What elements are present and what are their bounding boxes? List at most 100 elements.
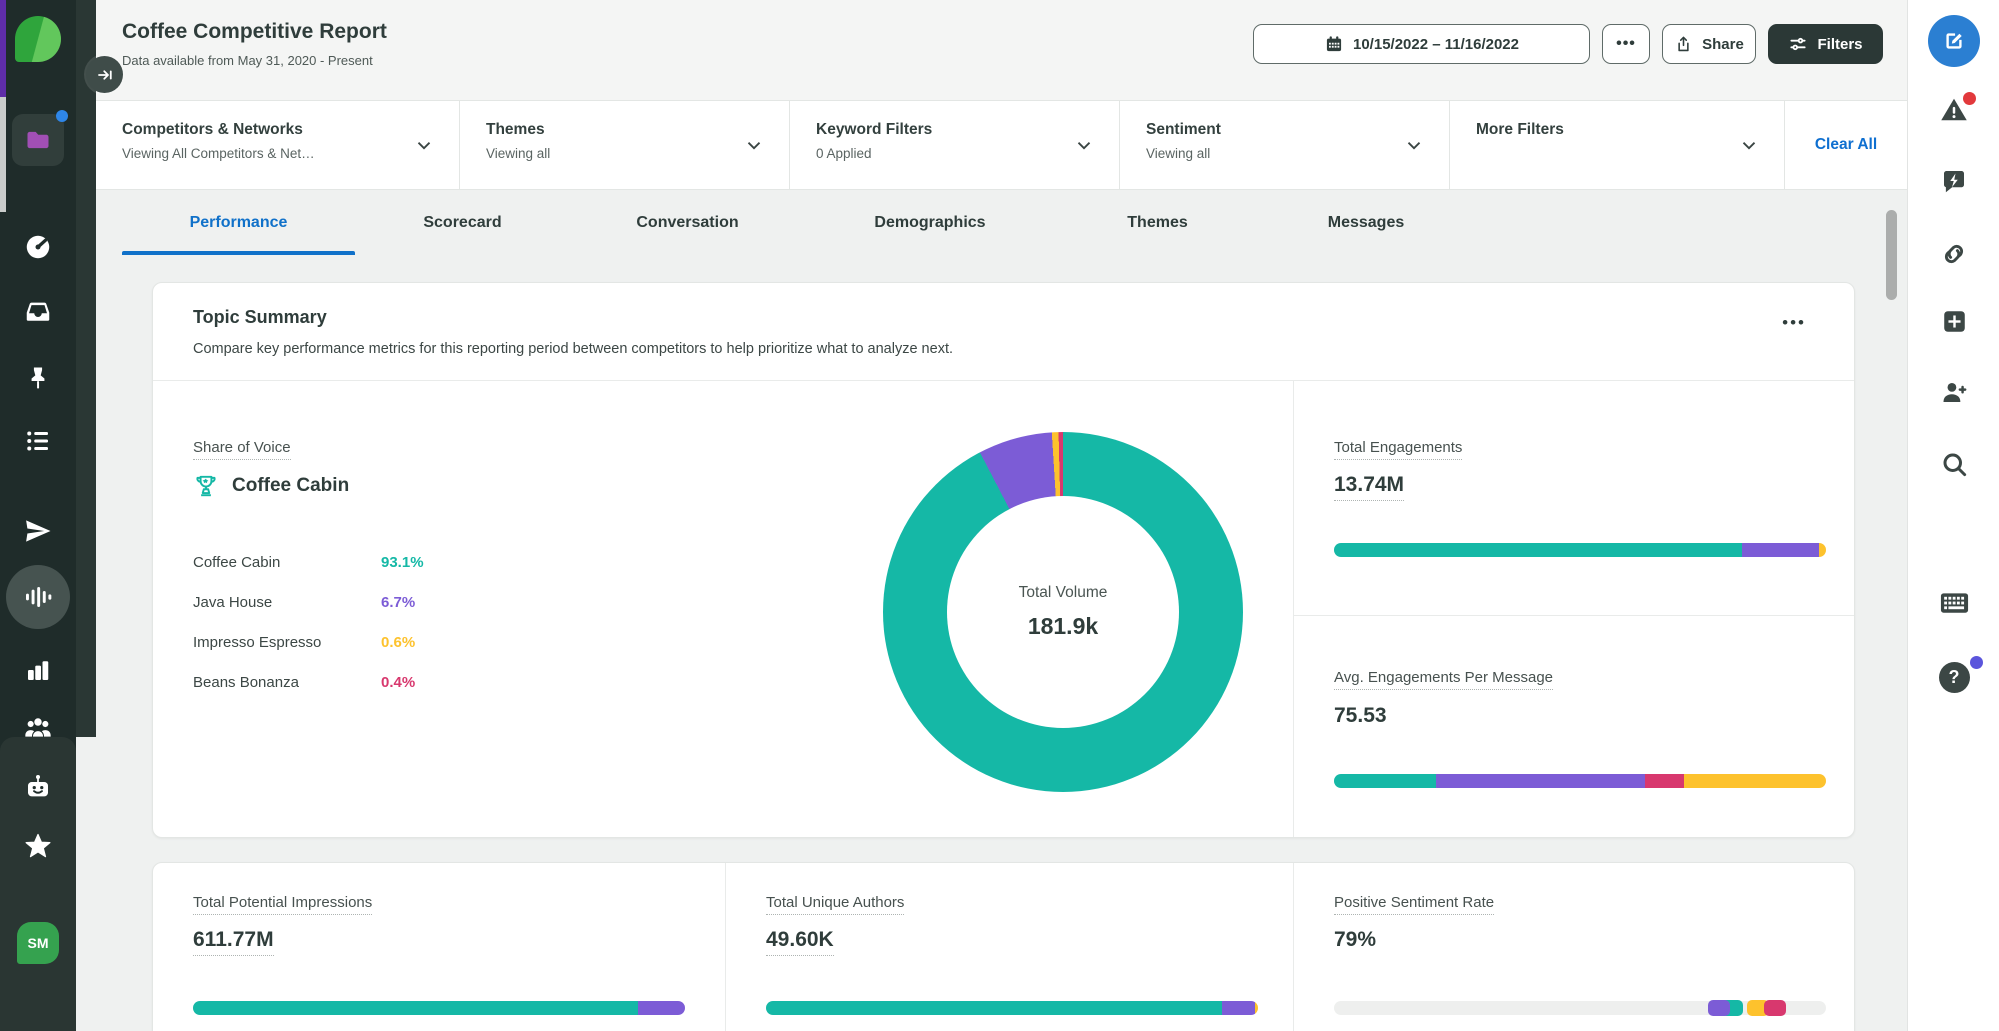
filter-keyword-filters[interactable]: Keyword Filters 0 Applied [790,101,1120,189]
total-potential-impressions-cell: Total Potential Impressions 611.77M [153,863,726,1031]
sidebar-item-inbox[interactable] [0,297,76,327]
tab-performance[interactable]: Performance [122,190,355,255]
link-chain-icon [1939,239,1969,269]
total-engagements-cell: Total Engagements 13.74M [1294,381,1854,616]
sidebar-item-folder[interactable] [0,114,76,166]
legend-row[interactable]: Impresso Espresso 0.6% [193,634,453,674]
feedback-button[interactable] [1908,166,1999,196]
card-menu-button[interactable]: ••• [1782,313,1806,333]
authors-bar[interactable] [766,1001,1258,1015]
expand-panel-button[interactable] [86,56,123,93]
sidebar-item-pinned[interactable] [0,364,76,392]
metric-label[interactable]: Positive Sentiment Rate [1334,894,1494,915]
share-of-voice-donut-chart[interactable]: Total Volume 181.9k [883,432,1243,792]
donut-center: Total Volume 181.9k [947,496,1179,728]
report-content: Topic Summary Compare key performance me… [96,255,1907,1031]
add-new-button[interactable] [1908,307,1999,336]
metric-label[interactable]: Total Potential Impressions [193,894,372,915]
clear-all-link[interactable]: Clear All [1785,101,1907,189]
legend-row[interactable]: Beans Bonanza 0.4% [193,674,453,714]
sidebar-item-automation[interactable] [0,772,76,802]
filter-more-filters[interactable]: More Filters [1450,101,1785,189]
folder-icon [24,126,52,154]
pin-icon [24,364,52,392]
share-of-voice-legend: Coffee Cabin 93.1% Java House 6.7% Impre… [193,554,453,714]
chevron-down-icon [1403,134,1425,156]
sliders-icon [1788,34,1808,54]
chevron-down-icon [743,134,765,156]
tab-themes[interactable]: Themes [1055,190,1260,255]
sidebar-item-profile[interactable]: SM [0,922,76,964]
sidebar-item-lists[interactable] [0,426,76,456]
share-of-voice-leader: Coffee Cabin [193,473,349,499]
plus-square-icon [1940,307,1969,336]
tab-messages[interactable]: Messages [1260,190,1472,255]
more-actions-button[interactable]: ••• [1602,24,1650,64]
tab-scorecard[interactable]: Scorecard [355,190,570,255]
vertical-scrollbar[interactable] [1886,210,1897,300]
compose-button[interactable] [1908,15,1999,67]
sentiment-marker [1708,1000,1730,1016]
share-label: Share [1702,36,1744,53]
impressions-bar[interactable] [193,1001,685,1015]
alert-badge [1963,92,1976,105]
invite-user-button[interactable] [1908,377,1999,408]
inbox-icon [23,297,53,327]
tab-demographics[interactable]: Demographics [805,190,1055,255]
share-button[interactable]: Share [1662,24,1756,64]
metric-label[interactable]: Total Engagements [1334,439,1462,460]
card-description: Compare key performance metrics for this… [193,341,953,357]
legend-row[interactable]: Java House 6.7% [193,594,453,634]
sidebar-item-publishing[interactable] [0,516,76,546]
total-engagements-bar[interactable] [1334,543,1826,557]
tab-conversation[interactable]: Conversation [570,190,805,255]
metric-value[interactable]: 13.74M [1334,473,1404,501]
avg-engagements-cell: Avg. Engagements Per Message 75.53 [1294,616,1854,837]
share-of-voice-label[interactable]: Share of Voice [193,439,291,460]
shortcuts-button[interactable] [1908,590,1999,616]
report-tabs: Performance Scorecard Conversation Demog… [96,190,1907,255]
metric-label[interactable]: Avg. Engagements Per Message [1334,669,1553,690]
sidebar-item-community[interactable] [0,712,76,744]
bar-segment [1255,1001,1258,1015]
left-sidebar: SM [0,0,76,1031]
donut-center-label: Total Volume [1019,584,1108,602]
links-button[interactable] [1908,239,1999,269]
metric-value[interactable]: 49.60K [766,928,834,956]
metric-value[interactable]: 611.77M [193,928,274,956]
metric-value: 75.53 [1334,704,1387,728]
report-header: Coffee Competitive Report Data available… [96,0,1907,100]
avatar-initials: SM [28,935,49,951]
avg-engagements-bar[interactable] [1334,774,1826,788]
legend-row[interactable]: Coffee Cabin 93.1% [193,554,453,594]
sidebar-item-favorites[interactable] [0,831,76,861]
help-notification-dot [1970,656,1983,669]
main-area: Coffee Competitive Report Data available… [96,0,1907,1031]
metric-label[interactable]: Total Unique Authors [766,894,904,915]
topic-summary-header: Topic Summary Compare key performance me… [153,283,1854,381]
right-sidebar: ? [1907,0,1999,1031]
sidebar-item-reports[interactable] [0,655,76,685]
calendar-icon [1324,34,1344,54]
arrow-expand-icon [96,66,114,84]
legend-name: Coffee Cabin [193,554,381,571]
bottom-metrics-card: Total Potential Impressions 611.77M Tota… [152,862,1855,1031]
sidebar-item-home[interactable] [0,16,76,62]
search-button[interactable] [1908,449,1999,479]
bar-segment [1684,774,1826,788]
alerts-button[interactable] [1908,95,1999,125]
bar-segment [1334,774,1436,788]
filter-sentiment[interactable]: Sentiment Viewing all [1120,101,1450,189]
help-button[interactable]: ? [1908,662,1999,693]
filters-button[interactable]: Filters [1768,24,1883,64]
notification-dot [56,110,68,122]
filter-themes[interactable]: Themes Viewing all [460,101,790,189]
sidebar-item-listening-active[interactable] [0,565,76,629]
bar-segment [1436,774,1645,788]
date-range-button[interactable]: 10/15/2022 – 11/16/2022 [1253,24,1590,64]
sidebar-item-dashboard[interactable] [0,232,76,262]
filter-competitors-networks[interactable]: Competitors & Networks Viewing All Compe… [96,101,460,189]
filter-label: Competitors & Networks [122,121,459,139]
compose-pencil-icon [1941,28,1967,54]
sentiment-marker-bar[interactable] [1334,1001,1826,1015]
